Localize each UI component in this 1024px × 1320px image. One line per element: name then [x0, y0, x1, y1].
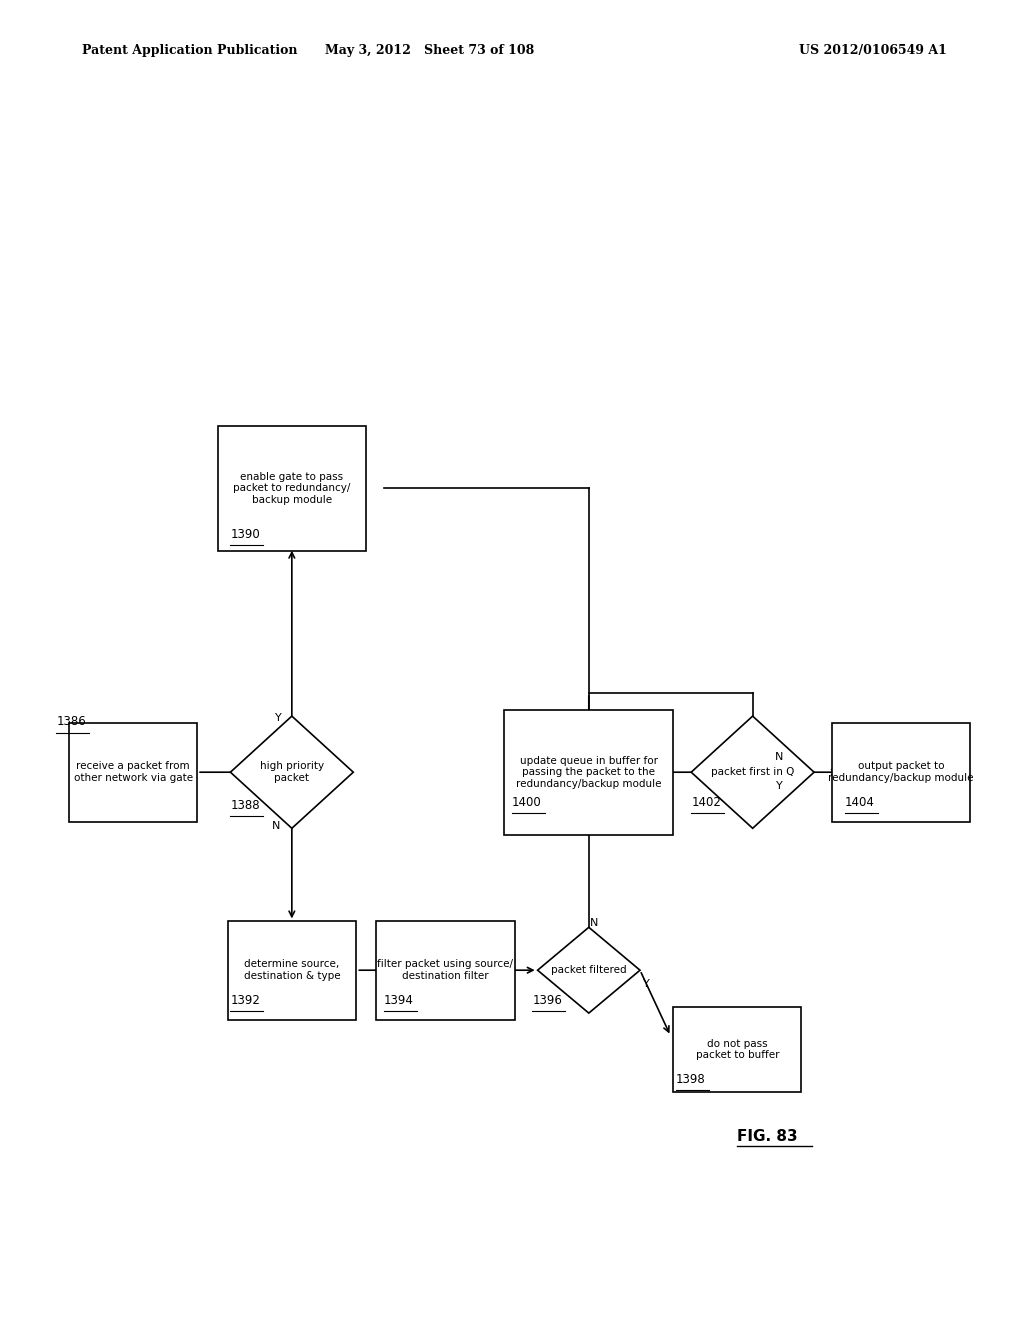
- Text: 1396: 1396: [532, 994, 562, 1007]
- Text: receive a packet from
other network via gate: receive a packet from other network via …: [74, 762, 193, 783]
- Polygon shape: [538, 927, 640, 1014]
- Text: 1402: 1402: [691, 796, 721, 809]
- Text: 1394: 1394: [384, 994, 414, 1007]
- FancyBboxPatch shape: [504, 710, 674, 836]
- FancyBboxPatch shape: [227, 921, 356, 1019]
- Polygon shape: [691, 715, 814, 829]
- Text: 1390: 1390: [230, 528, 260, 541]
- Text: packet filtered: packet filtered: [551, 965, 627, 975]
- Text: enable gate to pass
packet to redundancy/
backup module: enable gate to pass packet to redundancy…: [233, 471, 350, 506]
- Text: 1386: 1386: [56, 715, 86, 729]
- Text: 1400: 1400: [512, 796, 542, 809]
- Text: 1404: 1404: [845, 796, 874, 809]
- Text: May 3, 2012   Sheet 73 of 108: May 3, 2012 Sheet 73 of 108: [326, 44, 535, 57]
- Text: 1398: 1398: [676, 1073, 706, 1086]
- Text: determine source,
destination & type: determine source, destination & type: [244, 960, 340, 981]
- Text: high priority
packet: high priority packet: [260, 762, 324, 783]
- Text: do not pass
packet to buffer: do not pass packet to buffer: [695, 1039, 779, 1060]
- Text: Y: Y: [643, 979, 650, 990]
- Text: filter packet using source/
destination filter: filter packet using source/ destination …: [378, 960, 513, 981]
- Text: Y: Y: [776, 781, 783, 792]
- FancyBboxPatch shape: [831, 722, 971, 821]
- Text: N: N: [272, 821, 281, 832]
- FancyBboxPatch shape: [377, 921, 514, 1019]
- Text: FIG. 83: FIG. 83: [737, 1129, 798, 1143]
- Text: Y: Y: [275, 713, 282, 723]
- Text: output packet to
redundancy/backup module: output packet to redundancy/backup modul…: [828, 762, 974, 783]
- FancyBboxPatch shape: [70, 722, 197, 821]
- Text: update queue in buffer for
passing the packet to the
redundancy/backup module: update queue in buffer for passing the p…: [516, 755, 662, 789]
- Text: N: N: [590, 917, 598, 928]
- FancyBboxPatch shape: [217, 425, 366, 552]
- FancyBboxPatch shape: [674, 1006, 801, 1093]
- Text: Patent Application Publication: Patent Application Publication: [82, 44, 297, 57]
- Polygon shape: [230, 715, 353, 829]
- Text: US 2012/0106549 A1: US 2012/0106549 A1: [799, 44, 946, 57]
- Text: N: N: [775, 751, 783, 762]
- Text: 1388: 1388: [230, 799, 260, 812]
- Text: 1392: 1392: [230, 994, 260, 1007]
- Text: packet first in Q: packet first in Q: [711, 767, 795, 777]
